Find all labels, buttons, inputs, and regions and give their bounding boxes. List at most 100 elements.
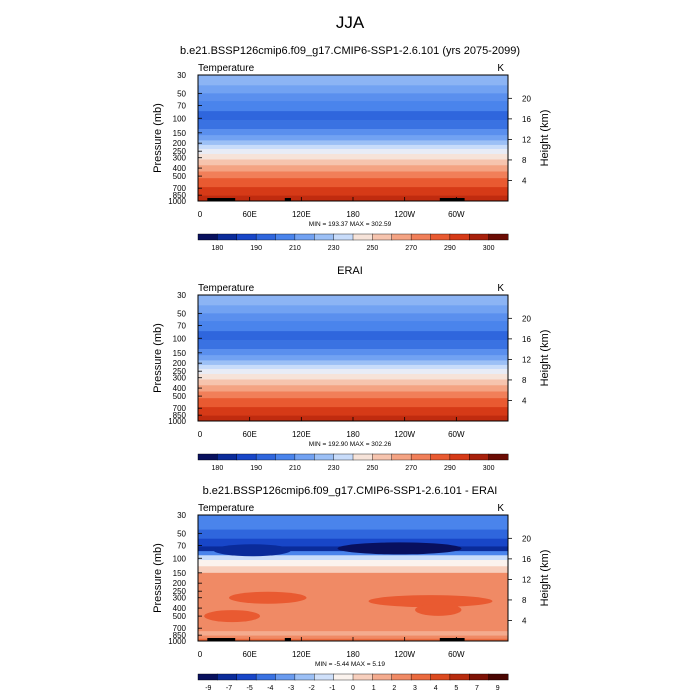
- contour-band: [198, 148, 508, 155]
- height-tick-label: 4: [522, 616, 527, 625]
- colorbar-swatch: [197, 673, 218, 681]
- x-tick-label: 120W: [394, 430, 415, 439]
- y-tick-label: 70: [177, 321, 186, 330]
- contour-band: [198, 140, 508, 146]
- unit-label: K: [497, 283, 504, 294]
- colorbar-swatch: [197, 453, 218, 461]
- colorbar-label: 230: [328, 465, 340, 472]
- figure-title: JJA: [336, 13, 365, 32]
- contour-core: [415, 603, 462, 616]
- colorbar-swatch: [352, 233, 373, 241]
- min-max-stats: MIN = -5.44 MAX = 5.19: [315, 661, 385, 668]
- contour-field: [198, 75, 508, 202]
- contour-band: [198, 171, 508, 179]
- height-tick-label: 8: [522, 596, 527, 605]
- y-tick-label: 500: [173, 172, 187, 181]
- x-tick-label: 0: [198, 430, 203, 439]
- colorbar-swatch: [275, 233, 296, 241]
- contour-band: [198, 331, 508, 341]
- x-tick-label: 180: [346, 210, 360, 219]
- y-axis-label-right: Height (km): [539, 110, 551, 167]
- contour-core: [337, 542, 462, 555]
- colorbar-swatch: [430, 673, 451, 681]
- x-tick-label: 60W: [448, 430, 465, 439]
- y-axis-label: Pressure (mb): [152, 323, 164, 393]
- contour-band: [198, 313, 508, 322]
- colorbar-swatch: [352, 673, 373, 681]
- colorbar-swatch: [333, 233, 354, 241]
- colorbar-swatch: [352, 453, 373, 461]
- min-max-stats: MIN = 193.37 MAX = 302.59: [309, 221, 392, 228]
- colorbar-swatch: [236, 233, 257, 241]
- colorbar-label: 190: [250, 245, 262, 252]
- y-tick-label: 30: [177, 71, 186, 80]
- contour-band: [198, 101, 508, 112]
- x-tick-label: 60E: [243, 430, 257, 439]
- x-tick-label: 0: [198, 210, 203, 219]
- height-tick-label: 16: [522, 335, 531, 344]
- x-tick-label: 180: [346, 430, 360, 439]
- y-tick-label: 30: [177, 291, 186, 300]
- x-tick-label: 120E: [292, 210, 311, 219]
- colorbar-swatch: [410, 233, 431, 241]
- y-tick-label: 50: [177, 89, 186, 98]
- height-tick-label: 4: [522, 396, 527, 405]
- chart-panel-3: b.e21.BSSP126cmip6.f09_g17.CMIP6-SSP1-2.…: [152, 485, 551, 692]
- colorbar-swatch: [469, 453, 490, 461]
- colorbar-swatch: [372, 673, 393, 681]
- contour-band: [198, 538, 508, 547]
- colorbar: 180 190 210 230 250 270 290 300: [197, 233, 509, 252]
- colorbar-swatch: [314, 233, 335, 241]
- contour-band: [198, 305, 508, 314]
- contour-band: [198, 93, 508, 102]
- y-tick-label: 250: [173, 147, 187, 156]
- contour-band: [198, 165, 508, 172]
- colorbar-swatch: [236, 673, 257, 681]
- contour-band: [198, 560, 508, 567]
- height-tick-label: 8: [522, 376, 527, 385]
- height-tick-label: 8: [522, 156, 527, 165]
- contour-band: [198, 349, 508, 356]
- contour-band: [198, 85, 508, 94]
- y-tick-label: 100: [173, 334, 187, 343]
- colorbar-swatch: [410, 673, 431, 681]
- colorbar-label: 3: [413, 685, 417, 692]
- colorbar-label: 270: [405, 465, 417, 472]
- colorbar-swatch: [469, 673, 490, 681]
- contour-core: [204, 610, 260, 623]
- y-tick-label: 850: [173, 631, 187, 640]
- contour-band: [198, 555, 508, 561]
- colorbar-swatch: [275, 453, 296, 461]
- contour-band: [198, 391, 508, 399]
- height-tick-label: 12: [522, 355, 531, 364]
- contour-band: [198, 120, 508, 130]
- contour-band: [198, 340, 508, 350]
- colorbar-label: 4: [434, 685, 438, 692]
- y-tick-label: 30: [177, 511, 186, 520]
- y-tick-label: 700: [173, 184, 187, 193]
- height-tick-label: 20: [522, 94, 531, 103]
- colorbar-swatch: [391, 233, 412, 241]
- colorbar-label: 1: [372, 685, 376, 692]
- colorbar-label: -2: [309, 685, 315, 692]
- colorbar-swatch: [391, 453, 412, 461]
- contour-band: [198, 551, 508, 556]
- contour-band: [198, 385, 508, 392]
- colorbar-swatch: [449, 673, 470, 681]
- colorbar: 180 190 210 230 250 270 290 300: [197, 453, 509, 472]
- colorbar-swatch: [449, 453, 470, 461]
- colorbar-swatch: [197, 233, 218, 241]
- y-tick-label: 300: [173, 594, 187, 603]
- colorbar-label: 9: [496, 685, 500, 692]
- contour-band: [198, 355, 508, 361]
- y-tick-label: 500: [173, 612, 187, 621]
- terrain-mask: [207, 198, 236, 201]
- panel-title: b.e21.BSSP126cmip6.f09_g17.CMIP6-SSP1-2.…: [203, 485, 498, 497]
- colorbar-swatch: [430, 453, 451, 461]
- height-tick-label: 20: [522, 534, 531, 543]
- x-tick-label: 120W: [394, 650, 415, 659]
- y-tick-label: 150: [173, 569, 187, 578]
- x-tick-label: 60E: [243, 210, 257, 219]
- colorbar-swatch: [314, 673, 335, 681]
- y-tick-label: 850: [173, 191, 187, 200]
